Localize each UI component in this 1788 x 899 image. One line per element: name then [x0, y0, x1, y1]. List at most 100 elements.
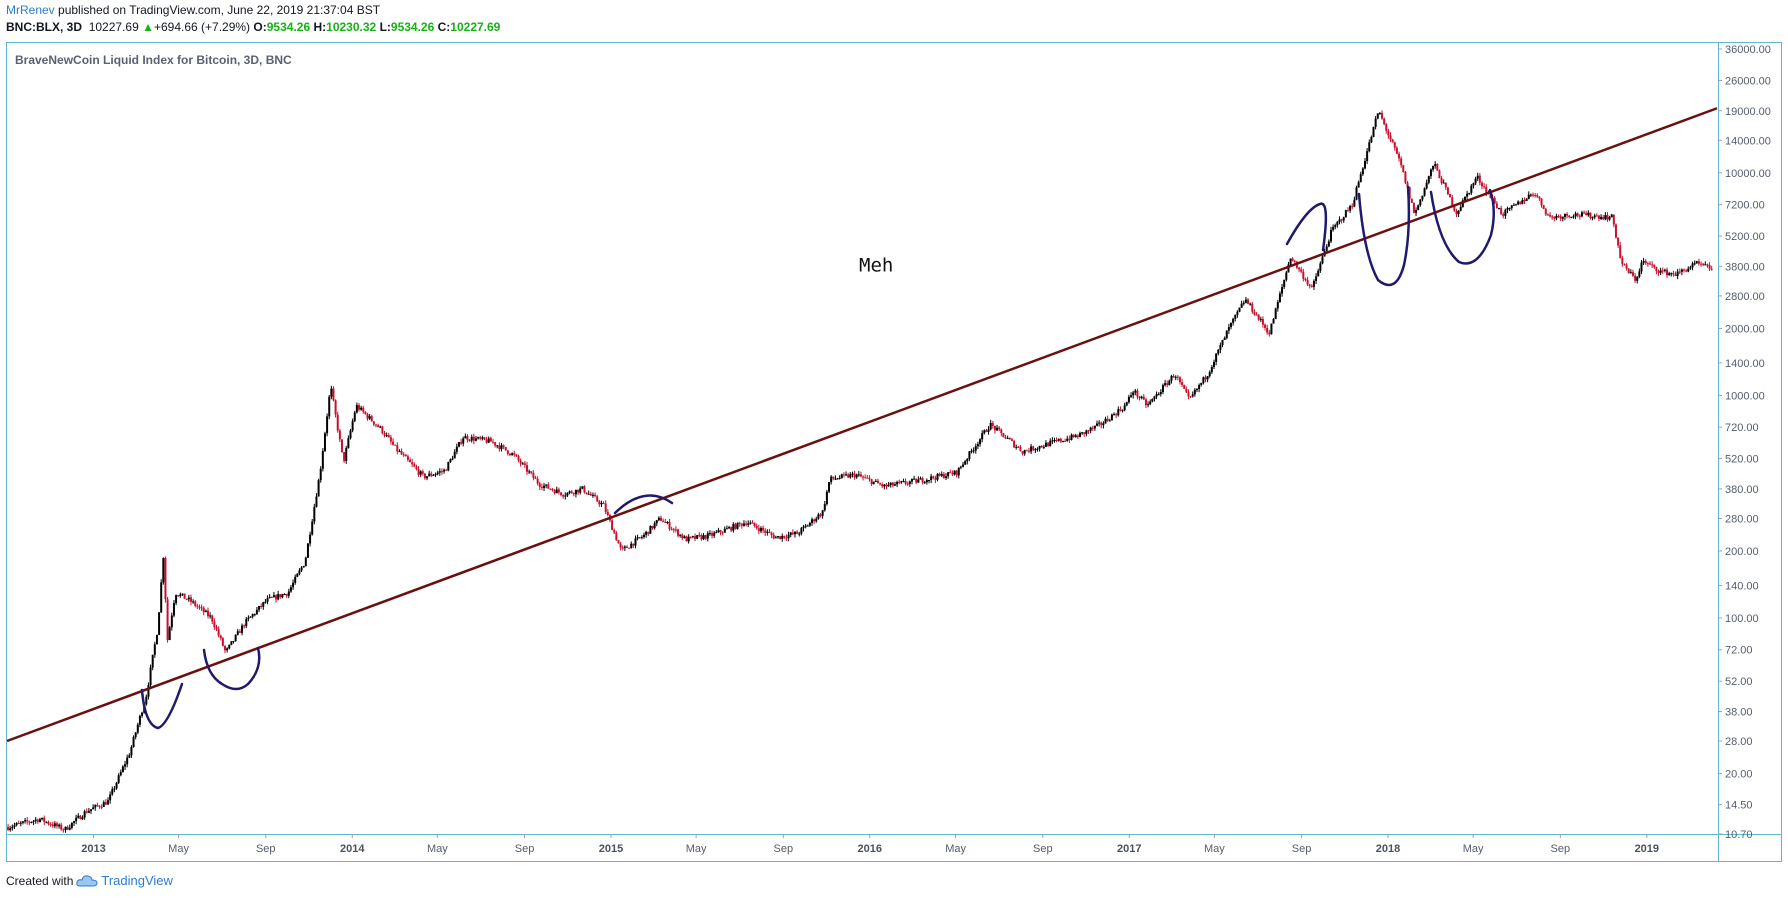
candle-body	[881, 484, 884, 487]
candle-body	[1395, 147, 1398, 154]
candle-body	[1612, 214, 1615, 225]
candle-body	[64, 826, 67, 830]
tradingview-link[interactable]: TradingView	[101, 873, 173, 888]
candle-body	[21, 821, 24, 823]
candle-body	[1708, 264, 1711, 269]
candle-body	[1534, 195, 1537, 197]
candle-body	[26, 820, 29, 822]
candle-body	[889, 482, 892, 485]
candle-body	[28, 821, 31, 823]
candle-body	[1138, 396, 1141, 399]
candle-body	[1419, 199, 1422, 206]
candle-body	[953, 470, 956, 475]
candle-body	[372, 421, 375, 425]
candle-body	[183, 593, 186, 599]
candle-body	[902, 481, 905, 483]
candle-body	[821, 510, 824, 516]
trendline	[6, 107, 1718, 743]
candle-body	[962, 464, 965, 467]
candle-body	[36, 819, 39, 822]
candle-body	[79, 815, 82, 820]
candle-body	[964, 461, 967, 465]
candle-body	[32, 820, 35, 822]
candle-body	[1659, 270, 1662, 273]
candle-body	[1176, 376, 1179, 378]
price-chart[interactable]: BraveNewCoin Liquid Index for Bitcoin, 3…	[0, 0, 1788, 865]
candle-body	[1574, 213, 1577, 217]
candle-body	[606, 511, 609, 516]
y-tick-label: 14.50	[1725, 800, 1753, 812]
candle-body	[849, 474, 852, 478]
candle-body	[1346, 210, 1349, 212]
candle-body	[791, 532, 794, 535]
candle-body	[594, 494, 597, 497]
candle-body	[451, 458, 454, 460]
candle-body	[45, 821, 48, 823]
candle-body	[1208, 372, 1211, 377]
candle-body	[498, 445, 501, 450]
candle-body	[330, 388, 333, 397]
candle-body	[1455, 210, 1458, 215]
candle-body	[851, 473, 854, 475]
price-axis[interactable]: 36000.00 26000.00 19000.00 14000.00 10000.00…	[1718, 44, 1771, 841]
candle-body	[857, 474, 860, 476]
candle-body	[385, 435, 388, 437]
candle-body	[996, 427, 999, 431]
candle-body	[206, 610, 209, 617]
candle-body	[1661, 270, 1664, 272]
candle-body	[1134, 390, 1137, 393]
candle-body	[236, 631, 239, 635]
candle-body	[1687, 268, 1690, 272]
candle-body	[196, 605, 199, 607]
candle-body	[62, 829, 65, 831]
candle-body	[502, 445, 505, 447]
candle-body	[989, 422, 992, 430]
candle-body	[1289, 258, 1292, 265]
candle-body	[940, 474, 943, 476]
candle-body	[1417, 205, 1420, 211]
candle-body	[615, 532, 618, 541]
candle-body	[1212, 361, 1215, 368]
candle-body	[477, 437, 480, 439]
author-link[interactable]: MrRenev	[6, 3, 55, 17]
candle-body	[887, 484, 890, 487]
candle-body	[1521, 200, 1524, 204]
candle-body	[515, 454, 518, 457]
candle-body	[991, 422, 994, 426]
x-tick-label: May	[686, 843, 707, 855]
candle-body	[1538, 196, 1541, 199]
candle-body	[466, 436, 469, 440]
candle-body	[662, 520, 665, 523]
candle-body	[1276, 302, 1279, 309]
candle-body	[866, 477, 869, 479]
candle-body	[511, 453, 514, 456]
candle-body	[930, 476, 933, 481]
candle-body	[540, 486, 543, 488]
candle-body	[238, 631, 241, 633]
candle-body	[1053, 440, 1056, 442]
candle-body	[647, 531, 650, 534]
candle-body	[1504, 209, 1507, 216]
candle-body	[1393, 142, 1396, 148]
candle-body	[1225, 330, 1228, 339]
published-text: published on TradingView.com, June 22, 2…	[58, 3, 381, 17]
candle-body	[1332, 226, 1335, 230]
candle-body	[700, 535, 703, 540]
candle-body	[328, 396, 331, 417]
candle-body	[58, 824, 61, 827]
candle-body	[1272, 319, 1275, 324]
candle-body	[1370, 136, 1373, 143]
candle-body	[1242, 302, 1245, 304]
candle-body	[885, 484, 888, 487]
candle-body	[742, 523, 745, 526]
candle-body	[409, 459, 412, 463]
candle-body	[1000, 429, 1003, 434]
candle-body	[153, 644, 156, 655]
x-tick-label: Sep	[1033, 843, 1053, 855]
candle-body	[1068, 438, 1071, 440]
time-axis[interactable]: 2013 May Sep 2014 May Sep 2015 May Sep 2016 May Sep…	[81, 834, 1659, 855]
x-tick-label: Sep	[774, 843, 794, 855]
candle-body	[1089, 427, 1092, 431]
candle-body	[1432, 165, 1435, 170]
candle-body	[262, 602, 265, 607]
